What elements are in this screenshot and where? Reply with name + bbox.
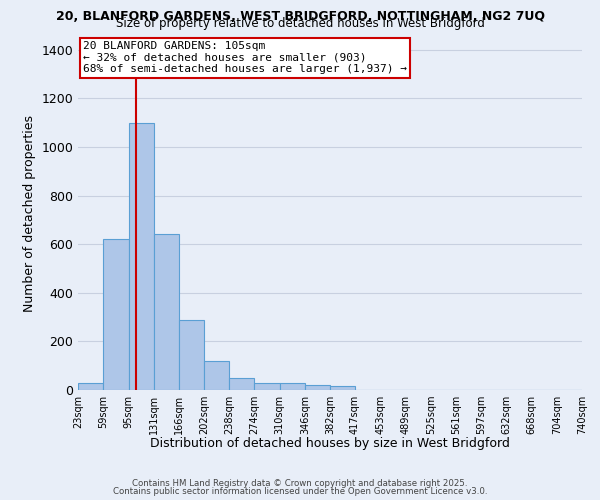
Text: Size of property relative to detached houses in West Bridgford: Size of property relative to detached ho…: [116, 18, 484, 30]
Bar: [179, 320, 204, 390]
Bar: [331, 386, 355, 390]
Bar: [78, 382, 103, 390]
Y-axis label: Number of detached properties: Number of detached properties: [23, 116, 36, 312]
Bar: [305, 385, 331, 390]
Bar: [103, 240, 128, 390]
Bar: [154, 234, 179, 390]
Text: Contains HM Land Registry data © Crown copyright and database right 2025.: Contains HM Land Registry data © Crown c…: [132, 478, 468, 488]
Bar: [204, 361, 229, 390]
Text: 20, BLANFORD GARDENS, WEST BRIDGFORD, NOTTINGHAM, NG2 7UQ: 20, BLANFORD GARDENS, WEST BRIDGFORD, NO…: [56, 10, 545, 23]
Text: Contains public sector information licensed under the Open Government Licence v3: Contains public sector information licen…: [113, 487, 487, 496]
Text: 20 BLANFORD GARDENS: 105sqm
← 32% of detached houses are smaller (903)
68% of se: 20 BLANFORD GARDENS: 105sqm ← 32% of det…: [83, 41, 407, 74]
X-axis label: Distribution of detached houses by size in West Bridgford: Distribution of detached houses by size …: [150, 437, 510, 450]
Bar: [128, 122, 154, 390]
Bar: [254, 382, 280, 390]
Bar: [229, 378, 254, 390]
Bar: [280, 382, 305, 390]
